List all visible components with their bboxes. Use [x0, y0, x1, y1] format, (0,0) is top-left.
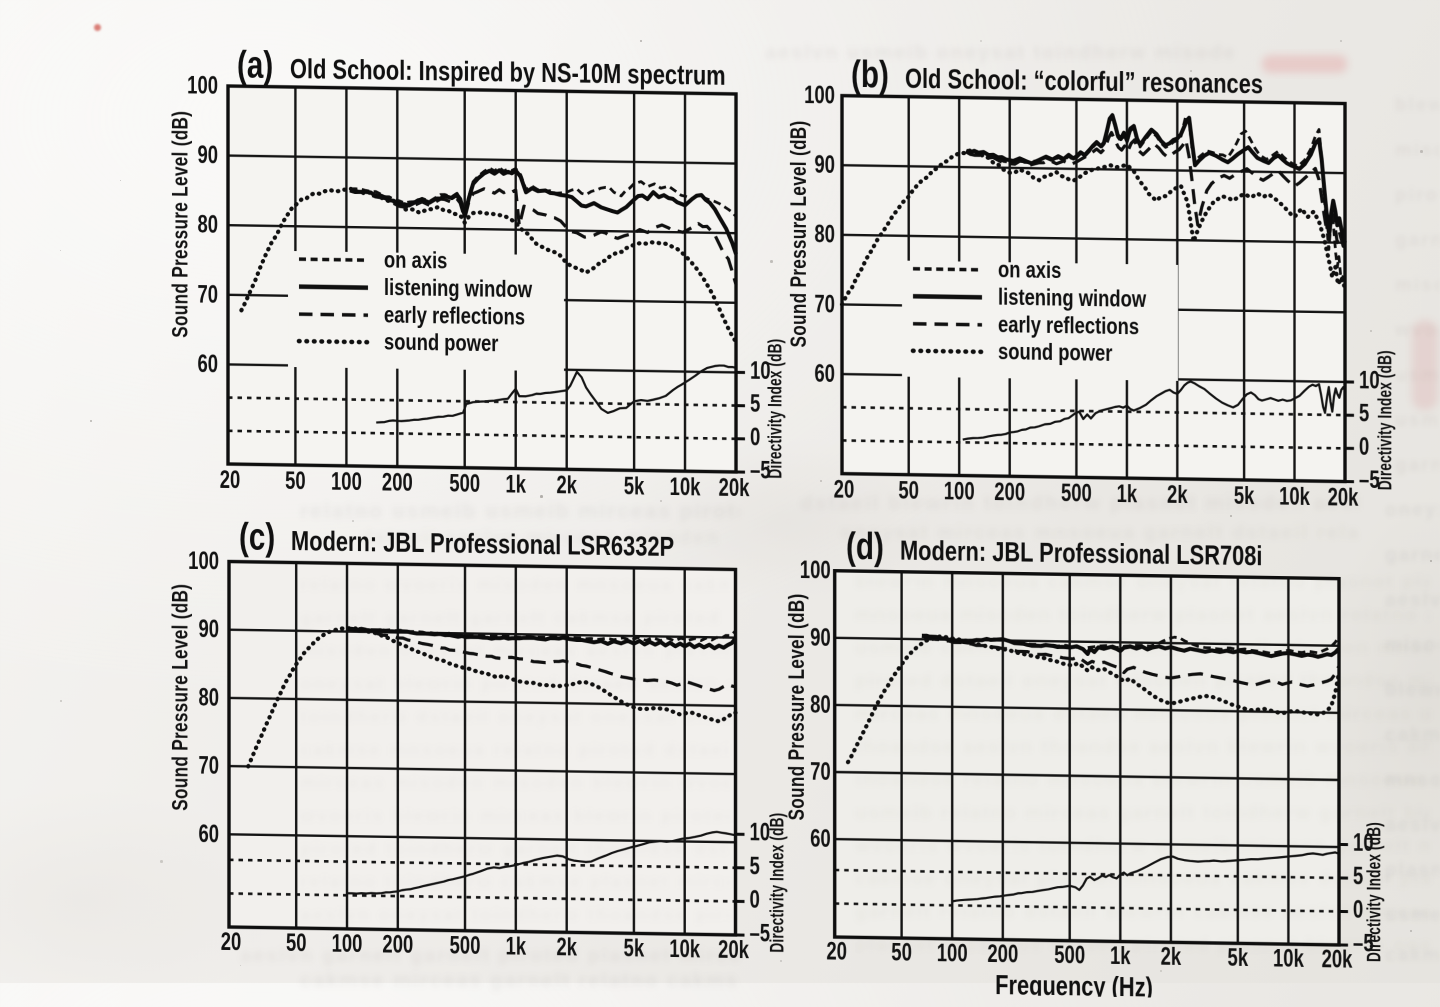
svg-text:5: 5	[1359, 399, 1369, 428]
svg-text:20k: 20k	[1328, 483, 1360, 512]
svg-text:90: 90	[814, 150, 835, 179]
svg-text:50: 50	[286, 928, 307, 957]
svg-text:60: 60	[814, 359, 835, 388]
svg-text:90: 90	[810, 623, 831, 652]
svg-text:70: 70	[198, 751, 219, 780]
svg-text:100: 100	[804, 80, 835, 109]
svg-text:70: 70	[810, 757, 831, 786]
svg-text:on axis: on axis	[998, 257, 1061, 283]
svg-text:80: 80	[198, 683, 219, 712]
svg-text:Directivity Index (dB): Directivity Index (dB)	[764, 338, 786, 478]
svg-text:10k: 10k	[1279, 482, 1311, 511]
svg-text:Frequency (Hz): Frequency (Hz)	[995, 970, 1153, 1003]
svg-text:sound power: sound power	[384, 330, 498, 357]
svg-text:Directivity Index (dB): Directivity Index (dB)	[766, 812, 788, 952]
svg-text:100: 100	[188, 546, 219, 575]
svg-text:80: 80	[197, 210, 218, 239]
svg-text:20k: 20k	[718, 935, 750, 964]
svg-text:500: 500	[450, 931, 481, 960]
svg-text:500: 500	[449, 469, 480, 498]
svg-text:5k: 5k	[624, 471, 645, 500]
svg-text:200: 200	[382, 930, 413, 959]
svg-text:70: 70	[197, 280, 218, 309]
svg-text:50: 50	[898, 476, 919, 505]
svg-text:early reflections: early reflections	[998, 312, 1139, 340]
svg-text:100: 100	[944, 477, 975, 506]
svg-text:20: 20	[826, 937, 847, 966]
svg-text:80: 80	[810, 690, 831, 719]
svg-text:70: 70	[814, 289, 835, 318]
svg-text:early reflections: early reflections	[384, 303, 525, 331]
svg-text:80: 80	[814, 220, 835, 249]
svg-text:listening window: listening window	[998, 285, 1147, 313]
svg-text:500: 500	[1061, 478, 1092, 507]
svg-text:20: 20	[221, 927, 242, 956]
svg-text:5: 5	[750, 851, 760, 880]
svg-text:Sound Pressure Level (dB): Sound Pressure Level (dB)	[787, 120, 812, 347]
svg-text:(a): (a)	[237, 44, 273, 87]
svg-text:60: 60	[810, 824, 831, 853]
svg-text:10k: 10k	[670, 472, 702, 501]
svg-text:on axis: on axis	[384, 248, 447, 274]
svg-text:2k: 2k	[556, 470, 577, 499]
svg-text:10k: 10k	[669, 934, 701, 963]
svg-text:0: 0	[750, 422, 760, 451]
svg-text:90: 90	[197, 140, 218, 169]
svg-text:20k: 20k	[719, 473, 751, 502]
svg-text:5k: 5k	[1234, 481, 1255, 510]
svg-text:1k: 1k	[506, 932, 527, 961]
svg-text:listening window: listening window	[384, 275, 533, 303]
svg-text:5k: 5k	[624, 933, 645, 962]
svg-text:(d): (d)	[846, 525, 884, 568]
svg-text:60: 60	[198, 819, 219, 848]
svg-text:100: 100	[187, 71, 218, 100]
svg-text:Modern: JBL Professional LSR70: Modern: JBL Professional LSR708i	[900, 535, 1262, 572]
svg-text:2k: 2k	[556, 932, 577, 961]
svg-text:Sound Pressure Level (dB): Sound Pressure Level (dB)	[169, 584, 194, 811]
svg-text:200: 200	[382, 468, 413, 497]
svg-text:100: 100	[332, 929, 363, 958]
svg-text:0: 0	[1359, 432, 1369, 461]
svg-text:Old School: “colorful” resonan: Old School: “colorful” resonances	[905, 63, 1263, 100]
svg-text:Sound Pressure Level (dB): Sound Pressure Level (dB)	[785, 593, 810, 820]
svg-text:(b): (b)	[851, 53, 889, 96]
svg-text:1k: 1k	[1117, 479, 1138, 508]
svg-text:Modern: JBL Professional LSR63: Modern: JBL Professional LSR6332P	[291, 525, 674, 562]
svg-text:1k: 1k	[505, 470, 526, 499]
svg-text:Sound Pressure Level (dB): Sound Pressure Level (dB)	[169, 111, 194, 338]
svg-text:2k: 2k	[1167, 480, 1188, 509]
svg-text:(c): (c)	[239, 516, 275, 559]
svg-text:20: 20	[220, 465, 241, 494]
svg-text:100: 100	[331, 467, 362, 496]
svg-text:0: 0	[750, 885, 760, 914]
svg-text:Directivity Index (dB): Directivity Index (dB)	[1374, 350, 1396, 490]
svg-text:20: 20	[834, 475, 855, 504]
svg-text:100: 100	[800, 555, 831, 584]
svg-text:200: 200	[994, 477, 1025, 506]
svg-text:Old School: Inspired by NS-10M: Old School: Inspired by NS-10M spectrum	[290, 53, 726, 91]
svg-text:60: 60	[197, 349, 218, 378]
svg-text:sound power: sound power	[998, 339, 1112, 366]
svg-text:90: 90	[198, 615, 219, 644]
svg-text:5: 5	[750, 389, 760, 418]
svg-text:50: 50	[285, 466, 306, 495]
